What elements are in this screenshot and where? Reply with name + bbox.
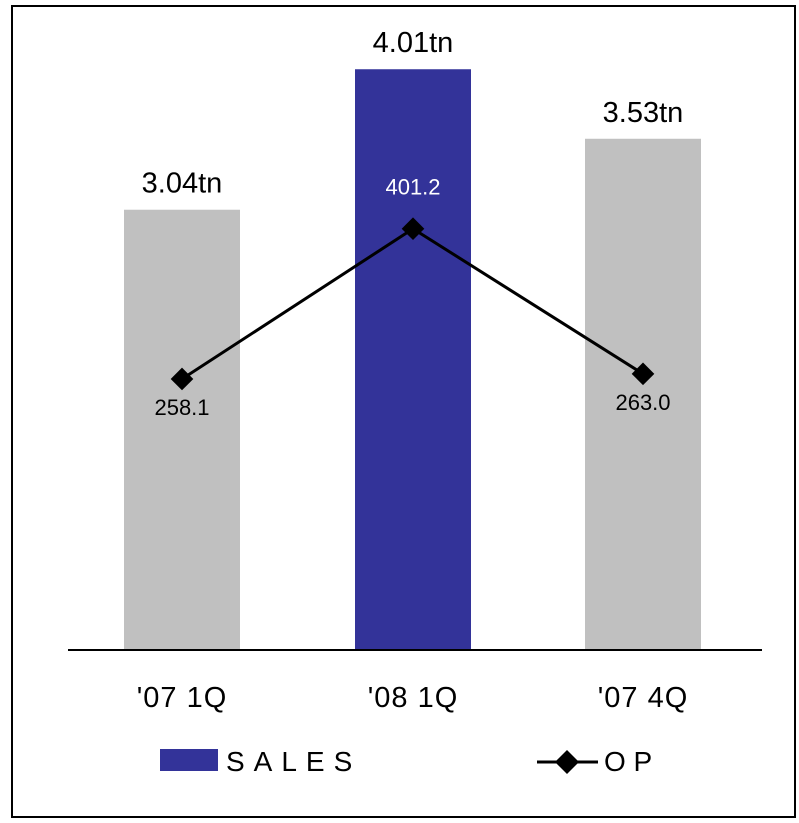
category-tick-label: '08 1Q xyxy=(368,682,459,714)
bars-group xyxy=(124,69,701,651)
bar-labels-group: 3.04tn 4.01tn 3.53tn xyxy=(142,27,684,199)
sales-bar-value-label: 3.53tn xyxy=(603,97,684,129)
legend: SALES O P xyxy=(160,746,652,777)
legend-op-label: O P xyxy=(604,746,652,777)
category-tick-label: '07 1Q xyxy=(137,682,228,714)
legend-op-diamond-icon xyxy=(554,749,580,775)
legend-sales-label: SALES xyxy=(226,746,361,777)
op-point-marker xyxy=(631,362,655,386)
chart-frame xyxy=(11,5,796,818)
category-labels-group: '07 1Q '08 1Q '07 4Q xyxy=(137,682,689,714)
sales-bar xyxy=(585,138,701,651)
op-labels-group: 258.1 401.2 263.0 xyxy=(154,175,670,420)
op-value-label: 258.1 xyxy=(154,395,209,420)
sales-bar xyxy=(355,69,471,650)
sales-bar-value-label: 3.04tn xyxy=(142,168,223,200)
op-value-label: 401.2 xyxy=(385,175,440,200)
category-tick-label: '07 4Q xyxy=(598,682,689,714)
op-value-label: 263.0 xyxy=(615,390,670,415)
legend-sales-swatch xyxy=(160,749,218,771)
sales-bar-value-label: 4.01tn xyxy=(373,27,454,59)
sales-bar xyxy=(124,209,240,651)
